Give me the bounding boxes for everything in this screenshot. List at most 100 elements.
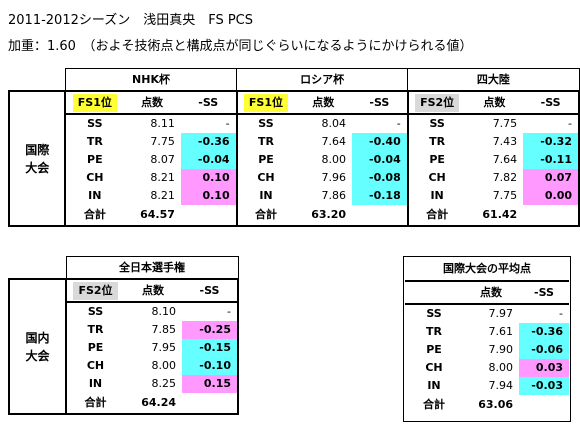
rank-cell: FS1位 [64,91,124,115]
event-name: ロシア杯 [236,68,409,92]
component-score: 7.43 [492,135,518,148]
component-diff: - [559,307,563,320]
ss-header: -SS [519,281,569,305]
component-score: 8.00 [321,153,347,166]
component-score: 8.00 [488,361,514,374]
component-diff: -0.08 [352,169,409,187]
component-code: SS [406,114,466,133]
component-code: CH [65,357,124,375]
component-diff: -0.18 [352,187,409,205]
component-score: 8.10 [151,305,177,318]
component-code: IN [235,187,295,205]
component-code: PE [406,151,466,169]
component-score: 7.86 [321,189,347,202]
component-code: IN [406,187,466,205]
component-diff: -0.06 [519,341,569,359]
component-code: IN [65,375,124,393]
component-diff: 0.07 [523,169,580,187]
international-table: NHK杯 ロシア杯 四大陸 国際 大会 FS1位 点数 -SS FS1位 点数 -SS FS2位 点数 -… [7,68,580,227]
ss-header: -SS [352,91,409,115]
component-score: 7.61 [488,325,514,338]
total-label: 合計 [235,205,295,227]
component-score: 8.04 [321,117,347,130]
component-code: TR [235,133,295,151]
component-code: TR [426,325,442,338]
component-code: IN [64,187,124,205]
component-score: 7.64 [492,153,518,166]
component-code: PE [235,151,295,169]
component-diff: -0.10 [182,357,239,375]
component-diff: 0.03 [519,359,569,377]
event-name: 全日本選手権 [65,256,239,280]
component-diff: 0.10 [180,169,238,187]
component-code: CH [406,169,466,187]
component-score: 7.94 [488,379,514,392]
average-title: 国際大会の平均点 [405,258,569,282]
rank-cell: FS2位 [65,279,124,303]
rank-badge: FS2位 [415,93,460,112]
component-code: PE [65,339,124,357]
component-score: 8.21 [150,189,175,202]
page-title: 2011-2012シーズン 浅田真央 FS PCS [8,13,254,28]
component-diff: -0.04 [180,151,238,169]
total-blank [182,393,239,415]
component-score: 7.82 [492,171,518,184]
component-code: TR [65,321,124,339]
score-header: 点数 [294,91,353,115]
rank-badge: FS1位 [72,93,117,112]
component-diff: -0.15 [182,339,239,357]
total-score: 64.57 [123,205,181,227]
total-score: 63.06 [478,398,513,411]
component-score: 7.90 [488,343,514,356]
component-code: CH [235,169,295,187]
component-score: 8.11 [150,117,175,130]
ss-header: -SS [182,279,239,303]
component-diff: -0.32 [523,133,580,151]
component-code: PE [64,151,124,169]
rank-badge: FS1位 [243,93,289,112]
total-label: 合計 [423,398,445,411]
average-box [403,256,571,422]
component-code: SS [235,114,295,133]
component-diff: -0.36 [519,323,569,341]
component-diff: -0.11 [523,151,580,169]
rank-badge: FS2位 [73,281,118,300]
component-code: TR [64,133,124,151]
component-diff: 0.15 [182,375,239,393]
total-blank [352,205,409,227]
weight-note: 加重：1.60 （およそ技術点と構成点が同じぐらいになるようにかけられる値） [8,39,473,54]
total-label: 合計 [406,205,466,227]
component-score: 8.00 [151,359,177,372]
component-code: PE [426,343,442,356]
component-diff: - [523,114,580,133]
component-code: SS [65,302,124,321]
score-header: 点数 [463,281,519,305]
component-diff: -0.36 [180,133,238,151]
component-code: SS [426,307,442,320]
average-table: 国際大会の平均点 点数 -SS SS 7.97 - TR 7.61 -0.36 PE 7.90 -0.… [405,258,569,415]
component-score: 8.07 [150,153,175,166]
component-score: 7.95 [151,341,177,354]
ss-header: -SS [180,91,238,115]
component-score: 7.96 [321,171,347,184]
total-blank [519,395,569,415]
blank-cell [405,281,463,305]
component-diff: -0.04 [352,151,409,169]
component-diff: 0.00 [523,187,580,205]
score-header: 点数 [124,279,182,303]
total-score: 63.20 [294,205,353,227]
component-score: 7.97 [488,307,514,320]
total-blank [523,205,580,227]
section-label: 国際 大会 [7,90,67,227]
score-header: 点数 [123,91,181,115]
blank-corner [9,256,66,280]
total-label: 合計 [65,393,124,415]
total-label: 合計 [64,205,124,227]
component-code: TR [406,133,466,151]
rank-cell: FS1位 [235,91,295,115]
component-code: IN [427,379,441,392]
component-score: 8.25 [151,377,177,390]
event-name: 四大陸 [407,68,580,92]
component-score: 7.85 [151,323,177,336]
rank-cell: FS2位 [406,91,466,115]
